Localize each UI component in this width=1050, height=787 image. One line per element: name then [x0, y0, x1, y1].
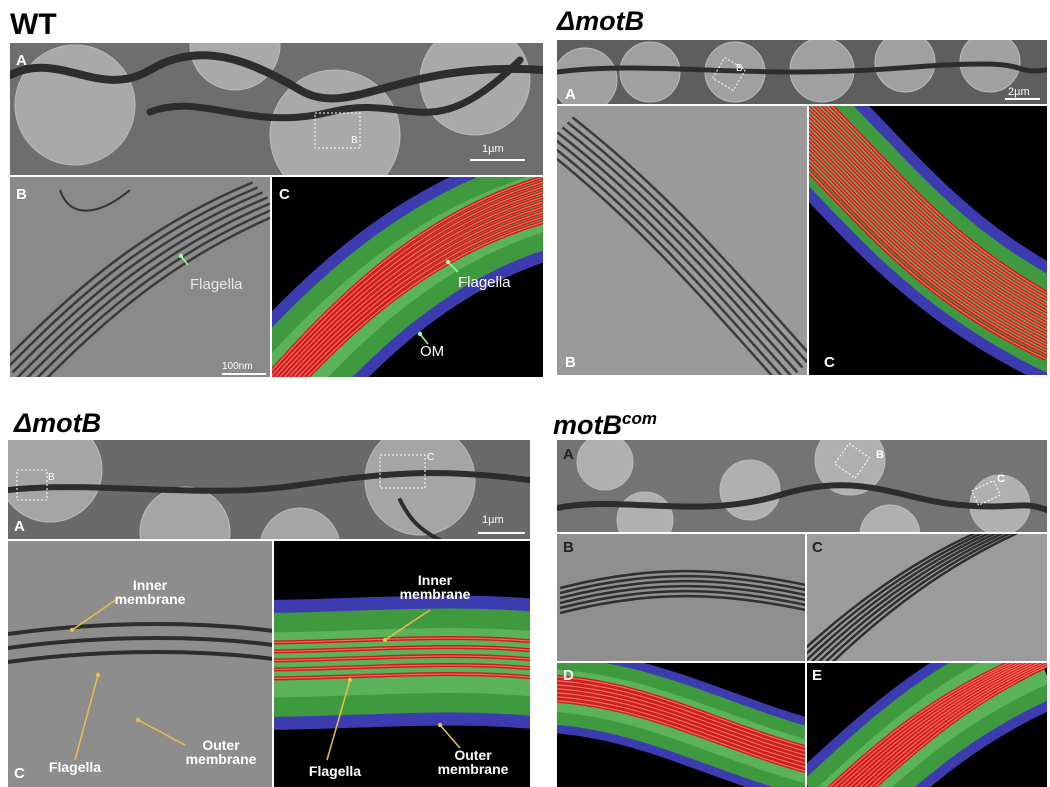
grid-hole — [365, 425, 475, 535]
box-label: B — [351, 136, 358, 146]
image-panel — [791, 533, 1048, 662]
box-label: C — [997, 474, 1005, 485]
grid-hole — [577, 434, 633, 490]
annotation: Inner membrane — [105, 578, 195, 606]
grid-hole — [420, 25, 530, 135]
grid-hole — [553, 48, 617, 112]
image-panel — [557, 533, 806, 662]
arrow-head — [348, 678, 352, 682]
scale-bar-label: 1µm — [482, 144, 504, 155]
panel-label: B — [16, 187, 27, 202]
panel-label: A — [16, 53, 27, 68]
image-panel — [543, 105, 813, 388]
grid-hole — [720, 460, 780, 520]
image-panel — [776, 95, 1050, 375]
panel-label: B — [565, 355, 576, 370]
scale-bar-label: 100nm — [222, 362, 253, 372]
annotation: OM — [420, 344, 444, 359]
image-panel — [553, 32, 1047, 112]
arrow-head — [179, 254, 183, 258]
figure-art — [0, 0, 1050, 787]
box-label: C — [427, 453, 434, 463]
title-text: motB — [553, 410, 622, 440]
annotation: Outer membrane — [428, 748, 518, 776]
image-panel — [805, 660, 1050, 787]
scale-bar-label: 2µm — [1008, 87, 1030, 98]
scale-bar-label: 1µm — [482, 515, 504, 526]
panel-label: B — [563, 540, 574, 555]
arrow-head — [383, 638, 387, 642]
arrow-head — [446, 260, 450, 264]
image-panel — [545, 662, 820, 787]
panel-background — [806, 533, 1047, 662]
annotation: Flagella — [290, 764, 380, 778]
arrow-head — [70, 628, 74, 632]
arrow-head — [438, 723, 442, 727]
panel-label: C — [812, 540, 823, 555]
annotation: Outer membrane — [176, 738, 266, 766]
annotation: Flagella — [30, 760, 120, 774]
annotation: Inner membrane — [390, 573, 480, 601]
panel-title: motBcom — [553, 410, 657, 439]
panel-label: D — [563, 668, 574, 683]
panel-label: C — [824, 355, 835, 370]
grid-hole — [875, 32, 935, 92]
box-label: B — [736, 64, 743, 74]
grid-hole — [190, 0, 280, 90]
arrow-head — [418, 332, 422, 336]
panel-title: ΔmotB — [557, 8, 644, 35]
arrow-head — [96, 673, 100, 677]
panel-label: A — [565, 87, 576, 102]
box-label: B — [876, 450, 884, 461]
grid-hole — [620, 42, 680, 102]
figure: WT A B C B 1µm 100nm Flagella Flagella O… — [0, 0, 1050, 787]
title-superscript: com — [622, 409, 657, 428]
annotation: Flagella — [190, 277, 243, 292]
panel-label: E — [812, 668, 822, 683]
panel-title: WT — [10, 10, 57, 40]
annotation: Flagella — [458, 275, 511, 290]
arrow-head — [136, 718, 140, 722]
panel-title: ΔmotB — [14, 410, 101, 437]
panel-label: C — [279, 187, 290, 202]
panel-label: A — [563, 447, 574, 462]
panel-label: C — [14, 766, 25, 781]
image-panel — [10, 0, 543, 200]
grid-hole — [15, 45, 135, 165]
panel-label: A — [14, 519, 25, 534]
image-panel — [250, 170, 570, 440]
box-label: B — [48, 473, 55, 483]
